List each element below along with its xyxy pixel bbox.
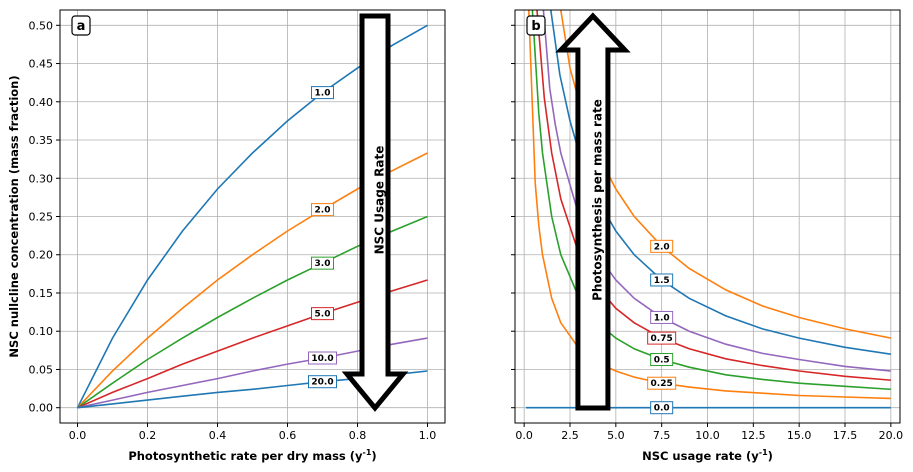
x-tick-label: 0.6 bbox=[279, 429, 297, 442]
curve-label-box bbox=[647, 376, 677, 390]
curve-label: 0.75 bbox=[651, 334, 673, 344]
curve-label-box bbox=[311, 307, 334, 321]
y-tick-label: 0.10 bbox=[29, 325, 54, 338]
curve-label: 1.0 bbox=[654, 313, 670, 323]
curve-label: 20.0 bbox=[311, 378, 333, 388]
series-line bbox=[569, 67, 891, 339]
series-line bbox=[549, 88, 891, 372]
series-line bbox=[560, 10, 571, 69]
curve-label-box bbox=[311, 256, 334, 270]
x-tick-label: 1.0 bbox=[419, 429, 437, 442]
curve-label: 1.5 bbox=[654, 276, 670, 286]
series-line bbox=[528, 10, 536, 183]
x-axis-label: Photosynthetic rate per dry mass (y-1) bbox=[128, 448, 376, 463]
arrow-text: NSC Usage Rate bbox=[373, 146, 387, 255]
y-tick-label: 0.15 bbox=[29, 287, 54, 300]
arrow-text: Photosynthesis per mass rate bbox=[590, 99, 604, 301]
y-axis-label: NSC nullcline concentration (mass fracti… bbox=[7, 75, 21, 357]
arrow-shape bbox=[555, 12, 631, 411]
x-tick-label: 0.8 bbox=[349, 429, 367, 442]
curve-label-box bbox=[650, 353, 674, 367]
y-tick-label: 0.45 bbox=[29, 58, 54, 71]
x-tick-label: 0.0 bbox=[515, 429, 533, 442]
x-tick-label: 17.5 bbox=[833, 429, 858, 442]
x-tick-label: 0.0 bbox=[69, 429, 87, 442]
curve-labels: 0.0 0.25 0.5 0.75 1.0 1.5 2.0 bbox=[647, 239, 677, 415]
panel-b: Photosynthesis per mass rate0.00.250.50.… bbox=[511, 9, 904, 463]
y-tick-label: 0.05 bbox=[29, 363, 54, 376]
curve-label: 1.0 bbox=[315, 89, 331, 99]
x-tick-label: 15.0 bbox=[787, 429, 812, 442]
curve-label-box bbox=[308, 375, 337, 389]
panel-label-box bbox=[71, 15, 91, 36]
series-line bbox=[550, 10, 561, 76]
x-tick-label: 0.2 bbox=[139, 429, 157, 442]
down-arrow: NSC Usage Rate bbox=[341, 13, 409, 412]
panel-label: a bbox=[71, 15, 91, 36]
curve-label: 0.5 bbox=[654, 356, 670, 366]
curve-label-box bbox=[650, 273, 674, 287]
x-tick-label: 12.5 bbox=[741, 429, 766, 442]
curve-label-box bbox=[308, 351, 337, 365]
curve-labels: 1.0 2.0 3.0 5.0 10.0 20.0 bbox=[308, 86, 337, 389]
curve-label: 3.0 bbox=[315, 259, 331, 269]
y-tick-label: 0.00 bbox=[29, 402, 54, 415]
curve-label: 0.25 bbox=[651, 379, 673, 389]
series-line bbox=[543, 97, 891, 381]
curve-label-box bbox=[650, 310, 674, 324]
panel-label-box bbox=[526, 15, 546, 36]
curve-label: 10.0 bbox=[311, 354, 333, 364]
ticks: 0.0 0.2 0.4 0.6 0.8 1.0 0.00 0.05 0.10 0.15 0.20 0.… bbox=[29, 19, 437, 442]
panel-label: b bbox=[526, 15, 546, 36]
curve-label-box bbox=[311, 203, 334, 217]
x-tick-label: 10.0 bbox=[695, 429, 720, 442]
ticks: 0.0 2.5 5.0 7.5 10.0 12.5 15.0 17.5 20.0 bbox=[511, 24, 904, 442]
arrow-shape bbox=[341, 13, 409, 412]
curve-label: 2.0 bbox=[315, 206, 331, 216]
panel-label-text: b bbox=[531, 19, 540, 34]
y-tick-label: 0.35 bbox=[29, 134, 54, 147]
y-tick-label: 0.40 bbox=[29, 96, 54, 109]
up-arrow: Photosynthesis per mass rate bbox=[555, 12, 631, 411]
y-tick-label: 0.50 bbox=[29, 19, 54, 32]
curve-label-box bbox=[647, 331, 677, 345]
y-tick-label: 0.20 bbox=[29, 249, 54, 262]
y-tick-label: 0.25 bbox=[29, 211, 54, 224]
y-tick-label: 0.30 bbox=[29, 172, 54, 185]
curve-label-box bbox=[650, 239, 674, 253]
series-line bbox=[534, 182, 891, 400]
grid bbox=[515, 10, 900, 423]
x-axis-label: NSC usage rate (y-1) bbox=[642, 448, 773, 463]
curve-label: 2.0 bbox=[654, 242, 670, 252]
curve-label-box bbox=[311, 86, 334, 100]
curve-label: 0.0 bbox=[654, 404, 670, 414]
x-tick-label: 0.4 bbox=[209, 429, 227, 442]
series-line bbox=[538, 113, 891, 391]
curve-label: 5.0 bbox=[315, 310, 331, 320]
x-tick-label: 5.0 bbox=[607, 429, 625, 442]
x-tick-label: 20.0 bbox=[879, 429, 904, 442]
curve-label-box bbox=[650, 401, 674, 415]
panel-label-text: a bbox=[77, 19, 86, 34]
x-tick-label: 7.5 bbox=[653, 429, 671, 442]
x-tick-label: 2.5 bbox=[561, 429, 579, 442]
panel-a: NSC Usage Rate 1.0 2.0 3.0 5.0 10.0 20.0 0.0 0.2… bbox=[7, 9, 446, 463]
